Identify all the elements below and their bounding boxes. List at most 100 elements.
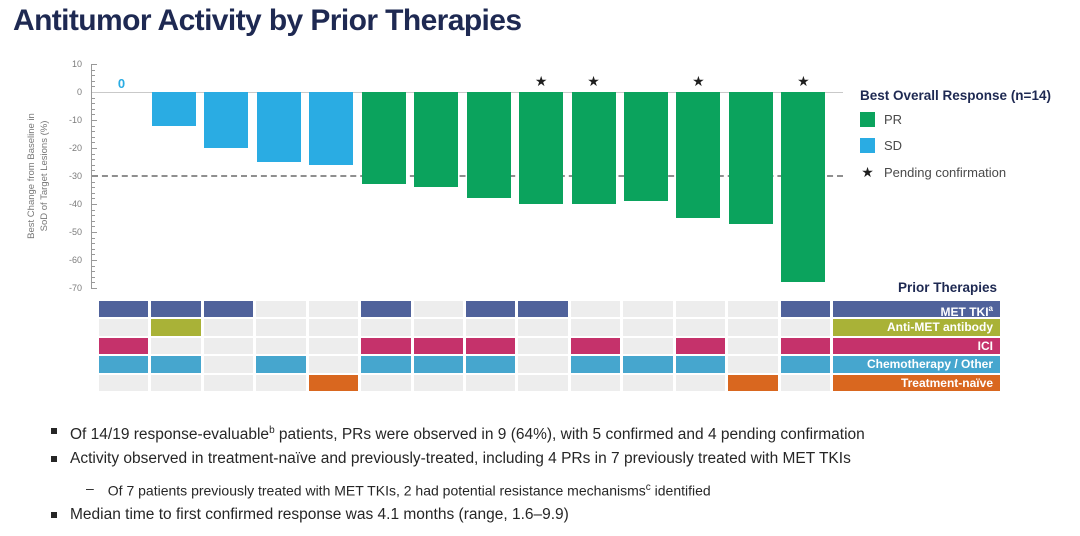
zero-value-label: 0 — [117, 76, 126, 91]
therapy-cell-r5-c13 — [728, 374, 778, 392]
therapy-cell-r5-c7 — [413, 374, 463, 392]
legend-item-pr: PR — [860, 112, 1051, 127]
waterfall-bar-patient-9 — [519, 92, 564, 204]
y-tick-label: -20 — [68, 143, 82, 153]
star-icon: ★ — [861, 164, 874, 180]
y-axis-tick — [92, 164, 95, 166]
y-tick-label: -60 — [68, 255, 82, 265]
y-axis-tick — [92, 120, 97, 121]
therapy-row-label-4: Chemotherapy / Other — [833, 356, 1000, 373]
therapy-cell-r3-c9 — [518, 337, 568, 355]
bullet-text: Of 7 patients previously treated with ME… — [107, 482, 711, 499]
bullet-text: Activity observed in treatment-naïve and… — [70, 450, 851, 467]
y-axis-tick — [92, 260, 97, 261]
y-axis-line — [91, 64, 92, 289]
legend-item-sd: SD — [860, 138, 1051, 153]
therapy-cell-r5-c5 — [308, 374, 359, 392]
therapy-row-label-5: Treatment-naïve — [833, 374, 1000, 392]
bullet-square-marker — [51, 456, 57, 462]
y-axis-tick — [92, 271, 95, 273]
legend-label-pending: Pending confirmation — [884, 165, 1007, 180]
sd-color-swatch — [860, 138, 875, 153]
y-tick-label: -40 — [68, 199, 82, 209]
therapy-cell-r4-c3 — [203, 356, 254, 373]
therapy-cell-r4-c14 — [780, 356, 831, 373]
pending-confirmation-star: ★ — [797, 73, 810, 89]
y-axis-tick — [92, 204, 97, 205]
pending-confirmation-star: ★ — [587, 73, 600, 89]
legend-label-pr: PR — [884, 112, 903, 127]
therapy-cell-r4-c12 — [675, 356, 726, 373]
therapy-cell-r3-c2 — [151, 337, 201, 355]
therapy-cell-r5-c1 — [98, 374, 149, 392]
therapy-cell-r2-c1 — [98, 319, 149, 336]
bullet-square-marker — [51, 428, 57, 434]
bullet-1: Of 14/19 response-evaluableb patients, P… — [51, 421, 1061, 445]
therapy-cell-r4-c13 — [728, 356, 778, 373]
therapy-cell-r5-c4 — [256, 374, 306, 392]
pending-confirmation-star: ★ — [534, 73, 548, 89]
therapy-cell-r1-c6 — [361, 300, 411, 317]
y-axis-tick — [92, 282, 95, 284]
y-axis-tick — [92, 192, 95, 194]
y-axis-tick — [92, 97, 95, 99]
therapy-cell-r5-c14 — [780, 374, 831, 392]
therapy-cell-r1-c5 — [308, 300, 359, 317]
therapy-cell-r5-c9 — [518, 374, 568, 392]
therapy-cell-r5-c2 — [151, 374, 201, 392]
therapy-cell-r3-c13 — [728, 337, 778, 355]
y-axis-tick — [92, 114, 95, 116]
legend-title: Best Overall Response (n=14) — [860, 88, 1051, 103]
therapy-cell-r3-c1 — [98, 337, 149, 355]
therapy-cell-r3-c14 — [780, 337, 831, 355]
pending-confirmation-star: ★ — [692, 73, 705, 89]
waterfall-bar-patient-10 — [571, 92, 616, 204]
y-axis-tick — [92, 170, 95, 172]
bullet-text: Of 14/19 response-evaluableb patients, P… — [70, 425, 865, 444]
bullet-square-marker — [51, 512, 57, 518]
y-axis-tick — [92, 243, 95, 245]
prior-therapies-header: Prior Therapies — [897, 280, 997, 295]
therapy-cell-r2-c13 — [728, 319, 778, 336]
y-axis-tick — [92, 75, 95, 77]
legend-label-sd: SD — [884, 138, 903, 153]
y-axis-tick — [92, 265, 95, 267]
therapy-cell-r3-c6 — [361, 337, 411, 355]
y-axis-tick — [92, 187, 95, 189]
y-axis-tick — [92, 288, 97, 289]
waterfall-bar-patient-3 — [204, 92, 249, 148]
therapy-cell-r2-c11 — [623, 319, 673, 336]
therapy-cell-r5-c12 — [675, 374, 726, 392]
y-axis-tick — [92, 226, 95, 228]
y-tick-label: 0 — [76, 87, 82, 97]
therapy-cell-r5-c10 — [570, 374, 621, 392]
therapy-cell-r4-c2 — [151, 356, 201, 373]
slide-title: Antitumor Activity by Prior Therapies — [13, 4, 522, 37]
therapy-cell-r2-c8 — [465, 319, 516, 336]
y-tick-label: -70 — [68, 283, 82, 293]
waterfall-bar-patient-4 — [256, 92, 301, 162]
therapy-cell-r1-c2 — [151, 300, 201, 317]
y-axis-tick — [92, 148, 97, 149]
waterfall-bar-patient-11 — [624, 92, 668, 202]
waterfall-bar-patient-5 — [309, 92, 354, 165]
waterfall-bar-patient-12 — [676, 92, 721, 218]
therapy-cell-r2-c4 — [256, 319, 306, 336]
waterfall-bar-patient-2 — [151, 92, 196, 126]
y-axis-tick — [92, 215, 95, 217]
therapy-cell-r1-c3 — [203, 300, 254, 317]
y-axis-tick — [92, 64, 97, 65]
therapy-cell-r1-c10 — [570, 300, 621, 317]
y-axis-tick — [92, 86, 95, 88]
therapy-cell-r1-c11 — [623, 300, 673, 317]
y-axis-tick — [92, 103, 95, 105]
therapy-row-label-2: Anti-MET antibody — [833, 319, 1000, 336]
y-axis-tick — [92, 232, 97, 233]
y-axis-tick — [92, 248, 95, 250]
bullet-text: Median time to first confirmed response … — [70, 506, 569, 523]
best-overall-response-legend: Best Overall Response (n=14) PR SD ★ Pen… — [860, 88, 1051, 192]
therapy-cell-r1-c9 — [518, 300, 568, 317]
y-axis-tick — [92, 209, 95, 211]
y-axis-tick — [92, 237, 95, 239]
therapy-cell-r5-c8 — [465, 374, 516, 392]
